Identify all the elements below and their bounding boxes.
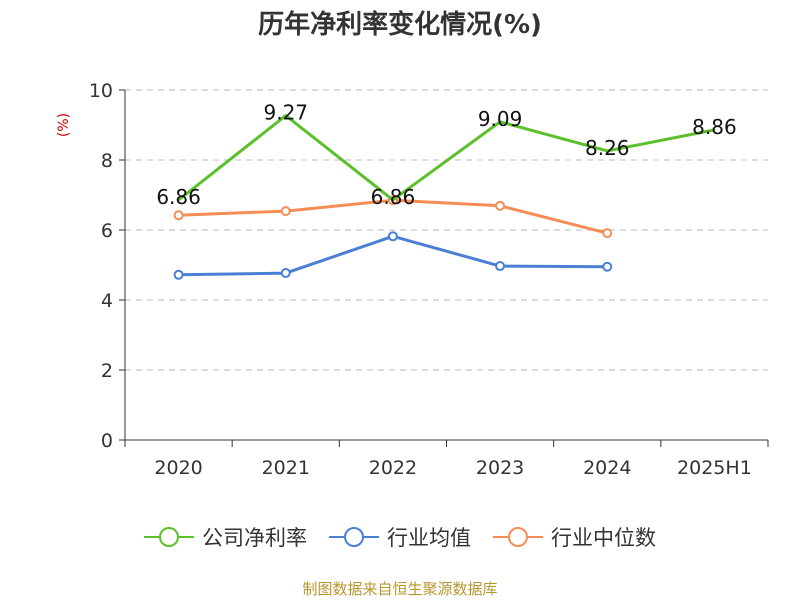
y-tick-label: 10 xyxy=(89,80,113,102)
legend-label: 行业中位数 xyxy=(551,526,656,550)
legend-marker xyxy=(508,527,528,547)
data-point xyxy=(602,228,613,239)
data-point xyxy=(280,206,291,217)
data-point xyxy=(280,268,291,279)
y-tick-label: 6 xyxy=(101,220,113,242)
x-tick-label: 2023 xyxy=(476,457,524,479)
x-tick-label: 2024 xyxy=(583,457,631,479)
legend: 公司净利率 行业均值 行业中位数 xyxy=(144,526,656,550)
legend-label: 行业均值 xyxy=(387,526,471,550)
x-tick-label: 2021 xyxy=(262,457,310,479)
y-tick-label: 8 xyxy=(101,150,113,172)
y-tick-label: 0 xyxy=(101,430,113,452)
legend-label: 公司净利率 xyxy=(202,526,307,550)
x-tick-label: 2022 xyxy=(369,457,417,479)
data-point xyxy=(602,261,613,272)
data-label: 8.26 xyxy=(585,136,630,160)
y-tick-label: 4 xyxy=(101,290,113,312)
series-line xyxy=(178,234,608,277)
data-label: 6.86 xyxy=(156,185,201,209)
data-label: 8.86 xyxy=(692,115,737,139)
data-point xyxy=(495,261,506,272)
source-note: 制图数据来自恒生聚源数据库 xyxy=(302,580,497,598)
x-tick-label: 2025H1 xyxy=(677,457,752,479)
data-point xyxy=(387,231,398,242)
y-axis-label: (%) xyxy=(56,113,72,137)
y-tick-label: 2 xyxy=(101,360,113,382)
data-point xyxy=(173,210,184,221)
chart-title: 历年净利率变化情况(%) xyxy=(258,9,542,40)
grid-layer xyxy=(125,89,768,371)
series-line xyxy=(177,114,715,202)
data-label: 9.09 xyxy=(478,107,523,131)
series-layer xyxy=(173,114,715,280)
legend-marker xyxy=(344,527,364,547)
data-point xyxy=(173,269,184,280)
data-point xyxy=(495,200,506,211)
legend-marker xyxy=(159,527,179,547)
x-tick-label: 2020 xyxy=(154,457,202,479)
data-label: 6.86 xyxy=(371,185,416,209)
data-label: 9.27 xyxy=(263,101,308,125)
axis-layer: 0 2 4 6 8 10 2020 2021 2022 2023 2024 2025H1 xyxy=(89,80,769,479)
data-label-layer: 6.86 9.27 6.86 9.09 8.26 8.86 xyxy=(156,101,736,209)
